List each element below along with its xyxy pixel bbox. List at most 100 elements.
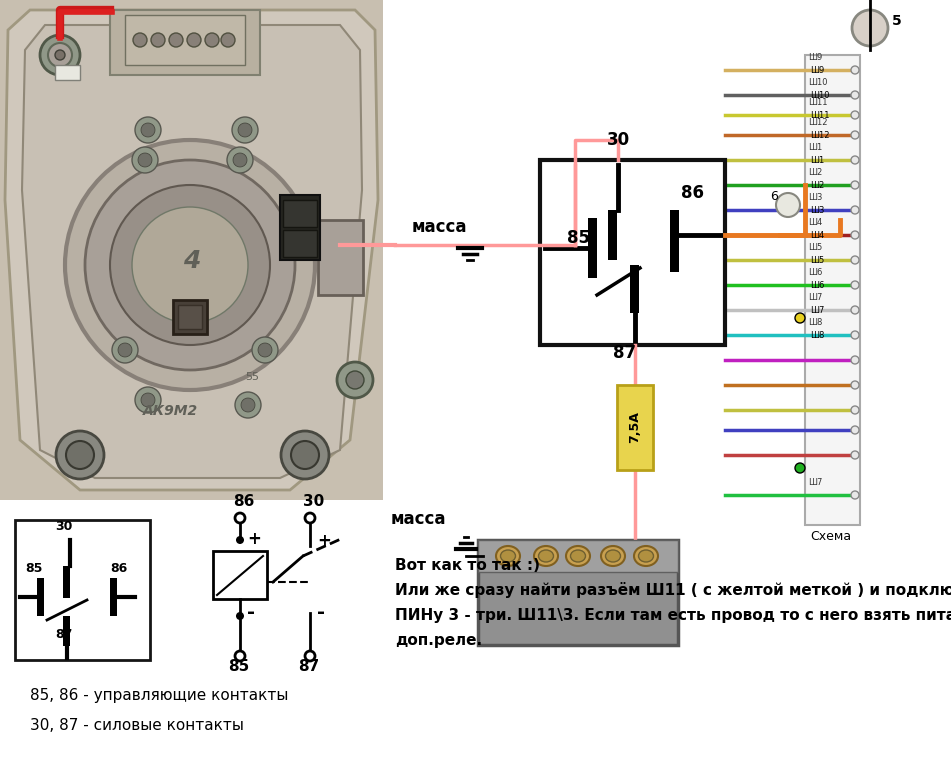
- Bar: [617, 385, 653, 470]
- Ellipse shape: [606, 550, 620, 562]
- Circle shape: [141, 123, 155, 137]
- Circle shape: [851, 381, 859, 389]
- Bar: [110, 10, 260, 75]
- Bar: [55, 65, 80, 80]
- Circle shape: [135, 117, 161, 143]
- Text: Ш7: Ш7: [810, 306, 825, 315]
- Bar: [110, 578, 117, 616]
- Bar: [318, 220, 363, 295]
- Circle shape: [151, 33, 165, 47]
- Circle shape: [235, 513, 245, 523]
- Bar: [63, 566, 70, 598]
- Text: Ш9: Ш9: [810, 66, 825, 75]
- Circle shape: [851, 206, 859, 214]
- Text: 55: 55: [245, 372, 259, 382]
- Text: 5: 5: [892, 14, 902, 28]
- Ellipse shape: [634, 546, 658, 566]
- Circle shape: [851, 406, 859, 414]
- Circle shape: [85, 160, 295, 370]
- Text: Ш7: Ш7: [808, 478, 823, 487]
- Text: 6: 6: [770, 190, 778, 203]
- Text: Схема: Схема: [810, 530, 851, 543]
- Text: Ш7: Ш7: [808, 293, 823, 302]
- Bar: [173, 300, 207, 334]
- Text: Ш5: Ш5: [810, 256, 825, 265]
- Circle shape: [281, 431, 329, 479]
- Ellipse shape: [500, 550, 515, 562]
- Ellipse shape: [601, 546, 625, 566]
- Text: 85: 85: [25, 562, 43, 575]
- Circle shape: [118, 343, 132, 357]
- Circle shape: [851, 181, 859, 189]
- Circle shape: [258, 343, 272, 357]
- Text: Ш8: Ш8: [810, 331, 825, 340]
- Circle shape: [851, 231, 859, 239]
- Bar: [63, 616, 70, 646]
- Bar: [283, 230, 317, 257]
- Ellipse shape: [566, 546, 590, 566]
- Bar: [630, 265, 639, 313]
- Circle shape: [235, 651, 245, 661]
- Circle shape: [235, 392, 261, 418]
- Text: Вот как то так :): Вот как то так :): [395, 558, 540, 573]
- Circle shape: [221, 33, 235, 47]
- Text: Ш3: Ш3: [808, 193, 823, 202]
- Circle shape: [132, 147, 158, 173]
- Text: Ш8: Ш8: [808, 318, 823, 327]
- Text: Ш2: Ш2: [810, 181, 825, 190]
- Circle shape: [851, 306, 859, 314]
- Bar: [670, 210, 679, 272]
- Circle shape: [205, 33, 219, 47]
- Bar: [280, 195, 320, 260]
- Text: Ш6: Ш6: [810, 281, 825, 290]
- Circle shape: [851, 491, 859, 499]
- Text: 7,5А: 7,5А: [629, 411, 642, 443]
- Circle shape: [40, 35, 80, 75]
- Text: +: +: [317, 532, 331, 550]
- Circle shape: [851, 156, 859, 164]
- Text: Ш10: Ш10: [810, 91, 829, 100]
- Bar: [213, 551, 267, 599]
- Circle shape: [135, 387, 161, 413]
- Ellipse shape: [534, 546, 558, 566]
- Circle shape: [48, 43, 72, 67]
- Text: Ш12: Ш12: [810, 131, 829, 140]
- Circle shape: [851, 131, 859, 139]
- Text: Ш2: Ш2: [808, 168, 823, 177]
- Text: 87: 87: [613, 344, 636, 362]
- Circle shape: [776, 193, 800, 217]
- Bar: [805, 55, 860, 525]
- Circle shape: [233, 153, 247, 167]
- Bar: [478, 540, 678, 645]
- Bar: [540, 160, 725, 345]
- Circle shape: [236, 536, 244, 544]
- Ellipse shape: [638, 550, 653, 562]
- Text: Ш12: Ш12: [808, 118, 827, 127]
- Bar: [37, 578, 44, 616]
- Circle shape: [337, 362, 373, 398]
- Circle shape: [241, 398, 255, 412]
- Text: 30: 30: [303, 494, 324, 509]
- Circle shape: [236, 612, 244, 620]
- Circle shape: [851, 331, 859, 339]
- Text: Ш1: Ш1: [810, 156, 825, 165]
- Bar: [0, 0, 383, 500]
- Bar: [608, 210, 617, 260]
- Bar: [283, 200, 317, 227]
- Circle shape: [852, 10, 888, 46]
- Text: Ш3: Ш3: [810, 206, 825, 215]
- Circle shape: [138, 153, 152, 167]
- Text: Ш9: Ш9: [808, 53, 823, 62]
- Polygon shape: [22, 25, 362, 478]
- Circle shape: [141, 393, 155, 407]
- Circle shape: [851, 256, 859, 264]
- Circle shape: [305, 651, 315, 661]
- Bar: [178, 305, 202, 329]
- Circle shape: [56, 431, 104, 479]
- Circle shape: [851, 451, 859, 459]
- Circle shape: [851, 91, 859, 99]
- Text: -: -: [317, 603, 325, 622]
- Text: Ш5: Ш5: [808, 243, 823, 252]
- Bar: [588, 218, 597, 278]
- Circle shape: [305, 513, 315, 523]
